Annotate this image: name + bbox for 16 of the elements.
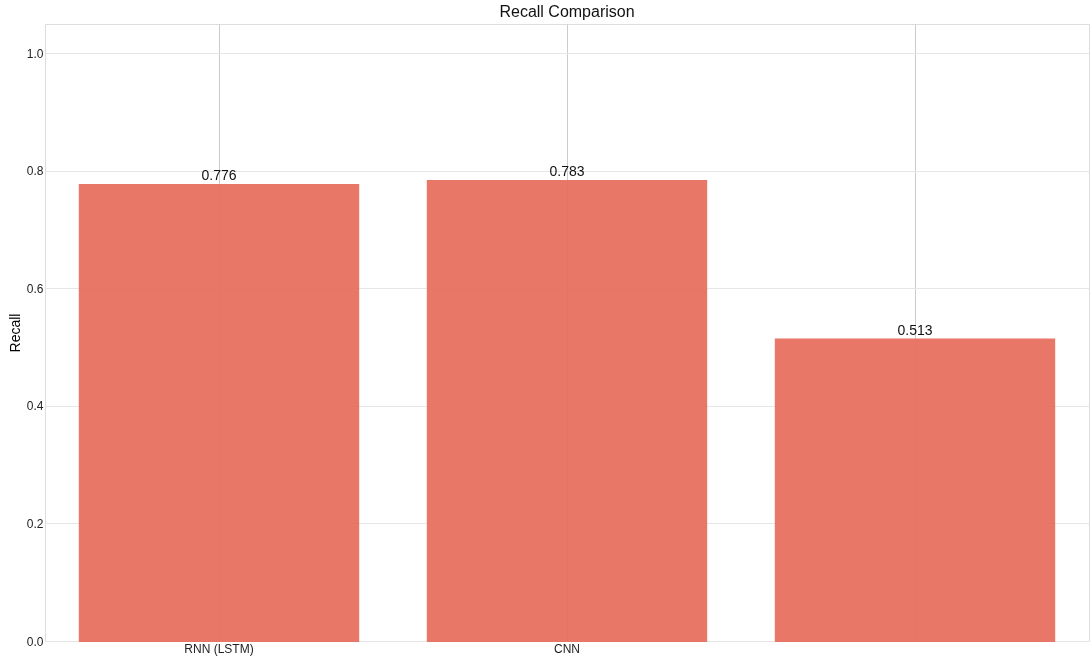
x-tick-label: CNN bbox=[554, 641, 580, 656]
y-tick-label: 0.4 bbox=[26, 399, 44, 414]
y-tick-label: 0.8 bbox=[26, 164, 44, 179]
y-tick-label: 0.0 bbox=[26, 634, 44, 649]
y-tick-label: 1.0 bbox=[26, 46, 44, 61]
bar bbox=[774, 338, 1056, 642]
x-tick-label: RNN (LSTM) bbox=[184, 641, 254, 656]
data-label: 0.513 bbox=[897, 321, 933, 338]
data-label: 0.776 bbox=[201, 167, 237, 184]
y-tick-label: 0.2 bbox=[26, 516, 44, 531]
y-axis-title: Recall bbox=[6, 313, 23, 353]
bar bbox=[78, 184, 360, 642]
data-label: 0.783 bbox=[549, 162, 585, 179]
y-tick-label: 0.6 bbox=[26, 281, 44, 296]
chart-title: Recall Comparison bbox=[499, 3, 635, 20]
bar bbox=[426, 179, 708, 642]
